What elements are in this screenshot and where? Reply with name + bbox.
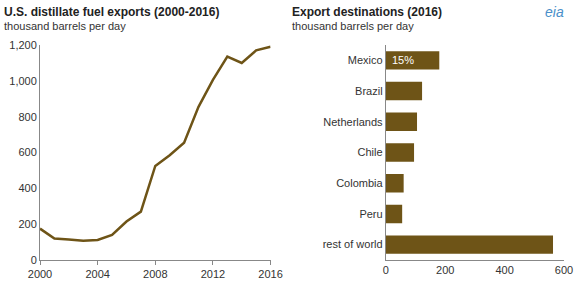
svg-text:Brazil: Brazil [355, 85, 383, 97]
svg-text:eia: eia [545, 4, 564, 20]
svg-text:thousand barrels per day: thousand barrels per day [4, 20, 126, 32]
svg-text:400: 400 [18, 182, 36, 194]
svg-text:0: 0 [31, 254, 37, 266]
svg-text:U.S. distillate fuel exports (: U.S. distillate fuel exports (2000-2016) [4, 5, 219, 19]
svg-text:600: 600 [555, 264, 573, 276]
svg-text:2000: 2000 [28, 268, 52, 280]
svg-text:thousand barrels per day: thousand barrels per day [292, 20, 414, 32]
svg-text:2012: 2012 [201, 268, 225, 280]
svg-text:0: 0 [383, 264, 389, 276]
svg-text:2004: 2004 [85, 268, 109, 280]
svg-text:Peru: Peru [359, 208, 382, 220]
svg-text:400: 400 [495, 264, 513, 276]
svg-text:Chile: Chile [358, 146, 383, 158]
svg-text:1,000: 1,000 [9, 75, 37, 87]
svg-text:15%: 15% [392, 54, 414, 66]
svg-text:Mexico: Mexico [348, 54, 383, 66]
svg-text:2008: 2008 [143, 268, 167, 280]
svg-text:800: 800 [18, 111, 36, 123]
svg-text:200: 200 [18, 218, 36, 230]
svg-text:1,200: 1,200 [9, 39, 37, 51]
svg-text:600: 600 [18, 146, 36, 158]
svg-text:Netherlands: Netherlands [323, 116, 383, 128]
svg-text:Colombia: Colombia [336, 177, 383, 189]
svg-text:rest of world: rest of world [323, 238, 383, 250]
svg-text:2016: 2016 [258, 268, 282, 280]
svg-text:Export destinations (2016): Export destinations (2016) [292, 5, 442, 19]
svg-text:200: 200 [436, 264, 454, 276]
